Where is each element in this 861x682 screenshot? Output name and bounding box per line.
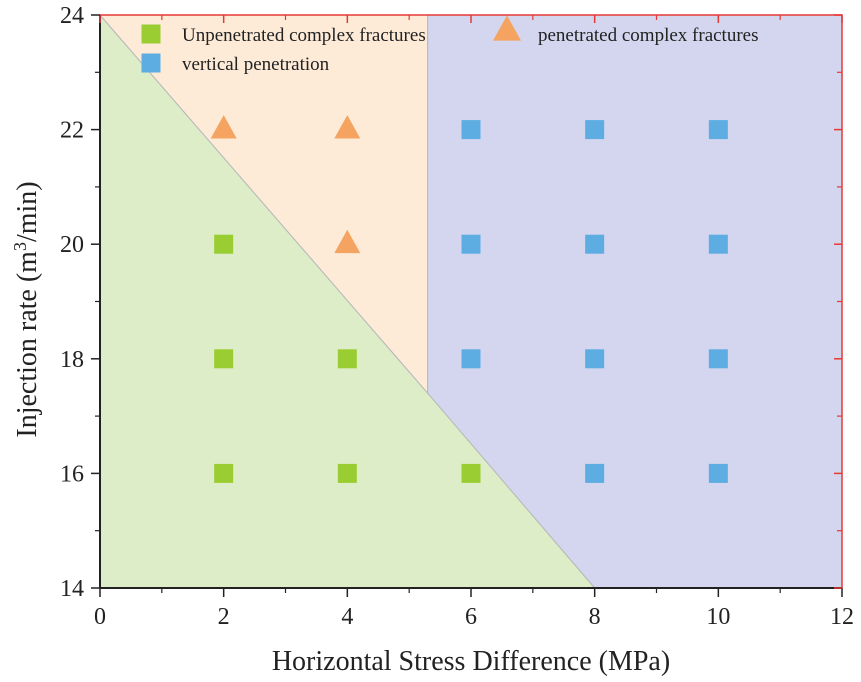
unpenetrated-complex-fractures-point — [337, 349, 357, 369]
vertical-penetration-point — [585, 120, 605, 140]
x-tick-label: 4 — [341, 604, 353, 630]
vertical-penetration-point — [585, 349, 605, 369]
legend-label-unpenetrated-complex-fractures: Unpenetrated complex fractures — [182, 25, 426, 46]
legend-label-penetrated-complex-fractures: penetrated complex fractures — [538, 25, 759, 46]
legend: Unpenetrated complex fractures penetrated… — [141, 15, 759, 75]
vertical-penetration-point — [461, 234, 481, 254]
penetrated-complex-fractures-point — [334, 229, 361, 254]
vertical-penetration-point — [708, 120, 728, 140]
unpenetrated-complex-fractures-point — [337, 463, 357, 483]
penetrated-complex-fractures-point — [210, 115, 237, 139]
penetrated-complex-fractures-point — [334, 115, 361, 139]
x-tick-label: 2 — [218, 604, 230, 630]
legend-marker-vertical-penetration — [141, 53, 161, 73]
unpenetrated-complex-fractures-point — [461, 463, 481, 483]
y-axis-title-unit: /min) — [12, 181, 43, 242]
x-tick-label: 6 — [465, 604, 477, 630]
unpenetrated-complex-fractures-point — [214, 463, 234, 483]
y-tick-label: 16 — [60, 461, 84, 487]
y-axis-title: Injection rate (m3/min) — [10, 181, 43, 437]
x-tick-label: 8 — [589, 604, 601, 630]
y-tick-label: 18 — [60, 347, 84, 373]
y-tick-label: 14 — [60, 576, 84, 602]
vertical-penetration-point — [585, 234, 605, 254]
y-tick-label: 24 — [60, 3, 84, 29]
legend-marker-penetrated-complex-fractures — [493, 15, 521, 41]
x-tick-label: 12 — [830, 604, 854, 630]
y-axis-title-superscript: 3 — [10, 242, 30, 251]
vertical-penetration-point — [708, 463, 728, 483]
vertical-penetration-point — [708, 349, 728, 369]
y-axis-title-main: Injection rate (m — [12, 251, 43, 438]
vertical-penetration-point — [461, 349, 481, 369]
y-tick-label: 20 — [60, 232, 84, 258]
x-tick-label: 10 — [706, 604, 730, 630]
unpenetrated-complex-fractures-point — [214, 349, 234, 369]
x-axis-title: Horizontal Stress Difference (MPa) — [272, 646, 670, 677]
vertical-penetration-point — [585, 463, 605, 483]
regions-layer — [99, 14, 843, 589]
legend-marker-unpenetrated-complex-fractures — [141, 24, 161, 44]
unpenetrated-complex-fractures-point — [214, 234, 234, 254]
markers-layer — [210, 115, 728, 483]
legend-label-vertical-penetration: vertical penetration — [182, 54, 330, 75]
vertical-penetration-point — [461, 120, 481, 140]
x-tick-label: 0 — [94, 604, 106, 630]
y-tick-label: 22 — [60, 118, 84, 144]
vertical-penetration-point — [708, 234, 728, 254]
